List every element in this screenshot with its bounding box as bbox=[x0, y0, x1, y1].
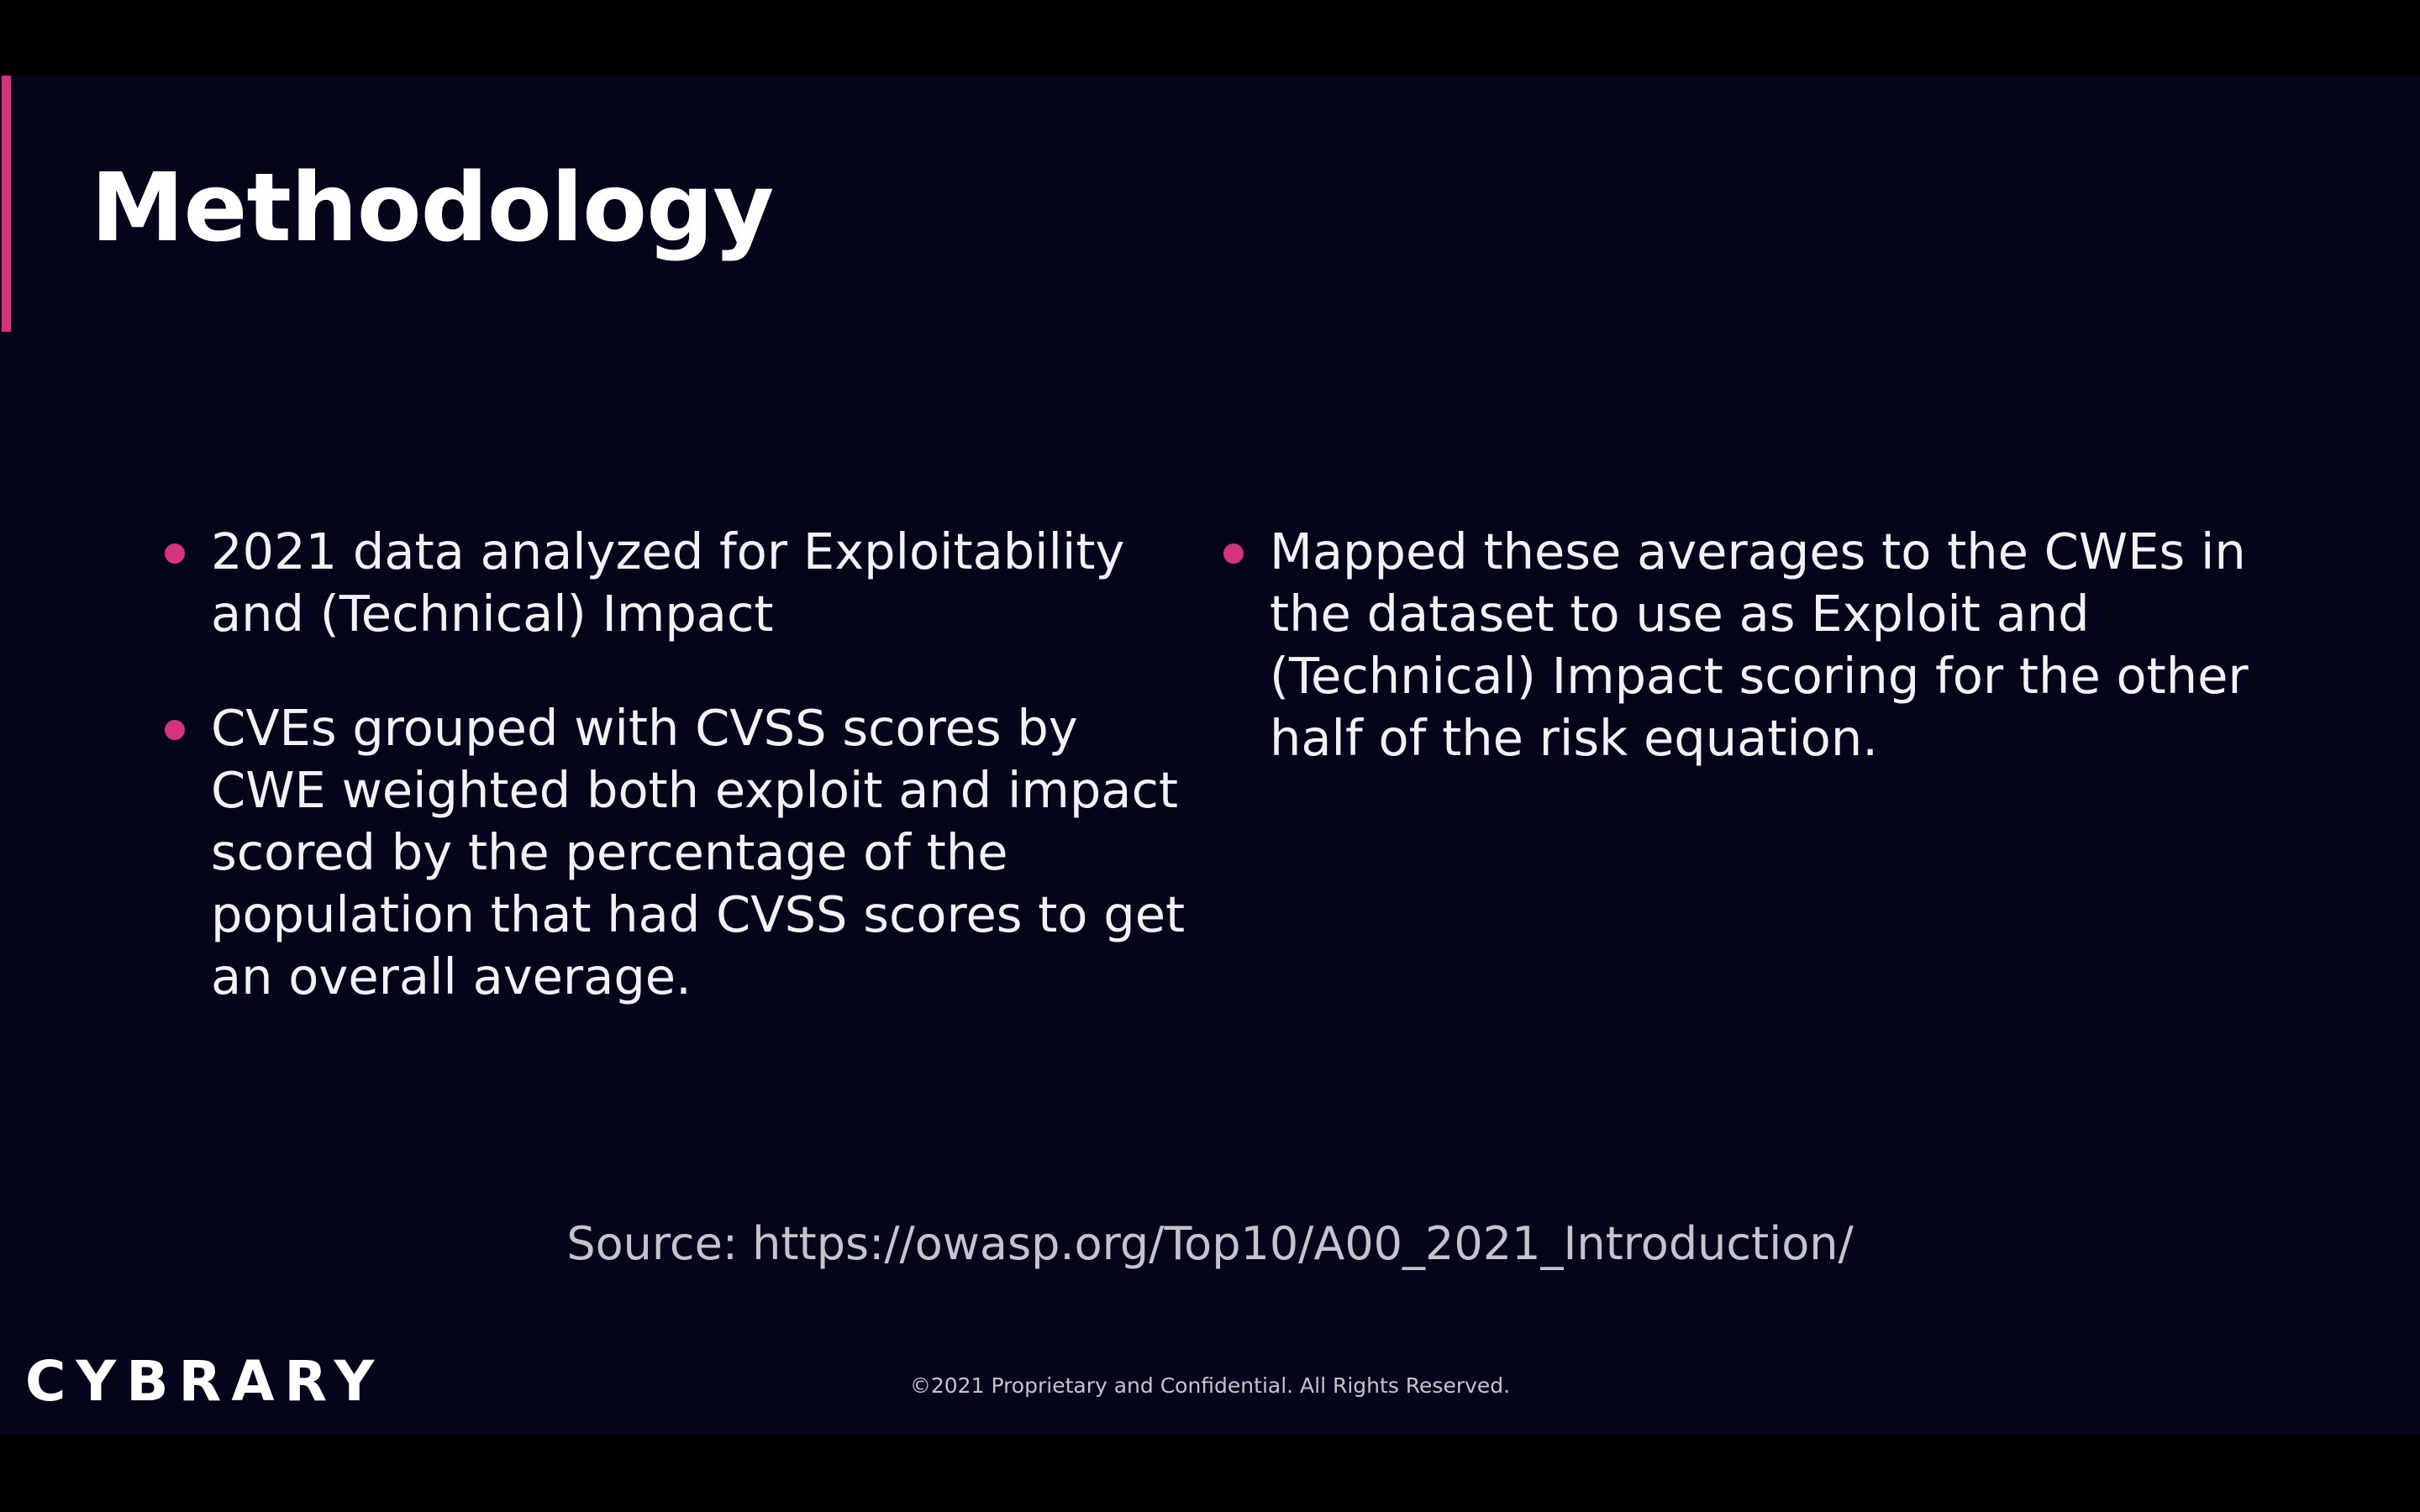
cybrary-logo: CYBRARY bbox=[25, 1349, 385, 1414]
bullet-item: 2021 data analyzed for Exploitability an… bbox=[165, 521, 1198, 645]
bullet-dot-icon bbox=[165, 720, 185, 740]
bullet-list-right: Mapped these averages to the CWEs in the… bbox=[1223, 521, 2282, 822]
bullet-item: CVEs grouped with CVSS scores by CWE wei… bbox=[165, 697, 1198, 1008]
slide-title: Methodology bbox=[91, 154, 774, 263]
presentation-slide: Methodology 2021 data analyzed for Explo… bbox=[0, 76, 2420, 1435]
copyright-notice: ©2021 Proprietary and Confidential. All … bbox=[909, 1373, 1511, 1398]
source-citation: Source: https://owasp.org/Top10/A00_2021… bbox=[566, 1217, 1854, 1270]
bullet-list-left: 2021 data analyzed for Exploitability an… bbox=[165, 521, 1198, 1060]
bullet-dot-icon bbox=[165, 543, 185, 564]
bullet-item: Mapped these averages to the CWEs in the… bbox=[1223, 521, 2282, 769]
bullet-text: CVEs grouped with CVSS scores by CWE wei… bbox=[211, 699, 1186, 1005]
bullet-dot-icon bbox=[1223, 543, 1244, 564]
bullet-text: Mapped these averages to the CWEs in the… bbox=[1270, 522, 2249, 767]
bullet-text: 2021 data analyzed for Exploitability an… bbox=[211, 522, 1125, 643]
title-accent-bar bbox=[2, 76, 11, 332]
